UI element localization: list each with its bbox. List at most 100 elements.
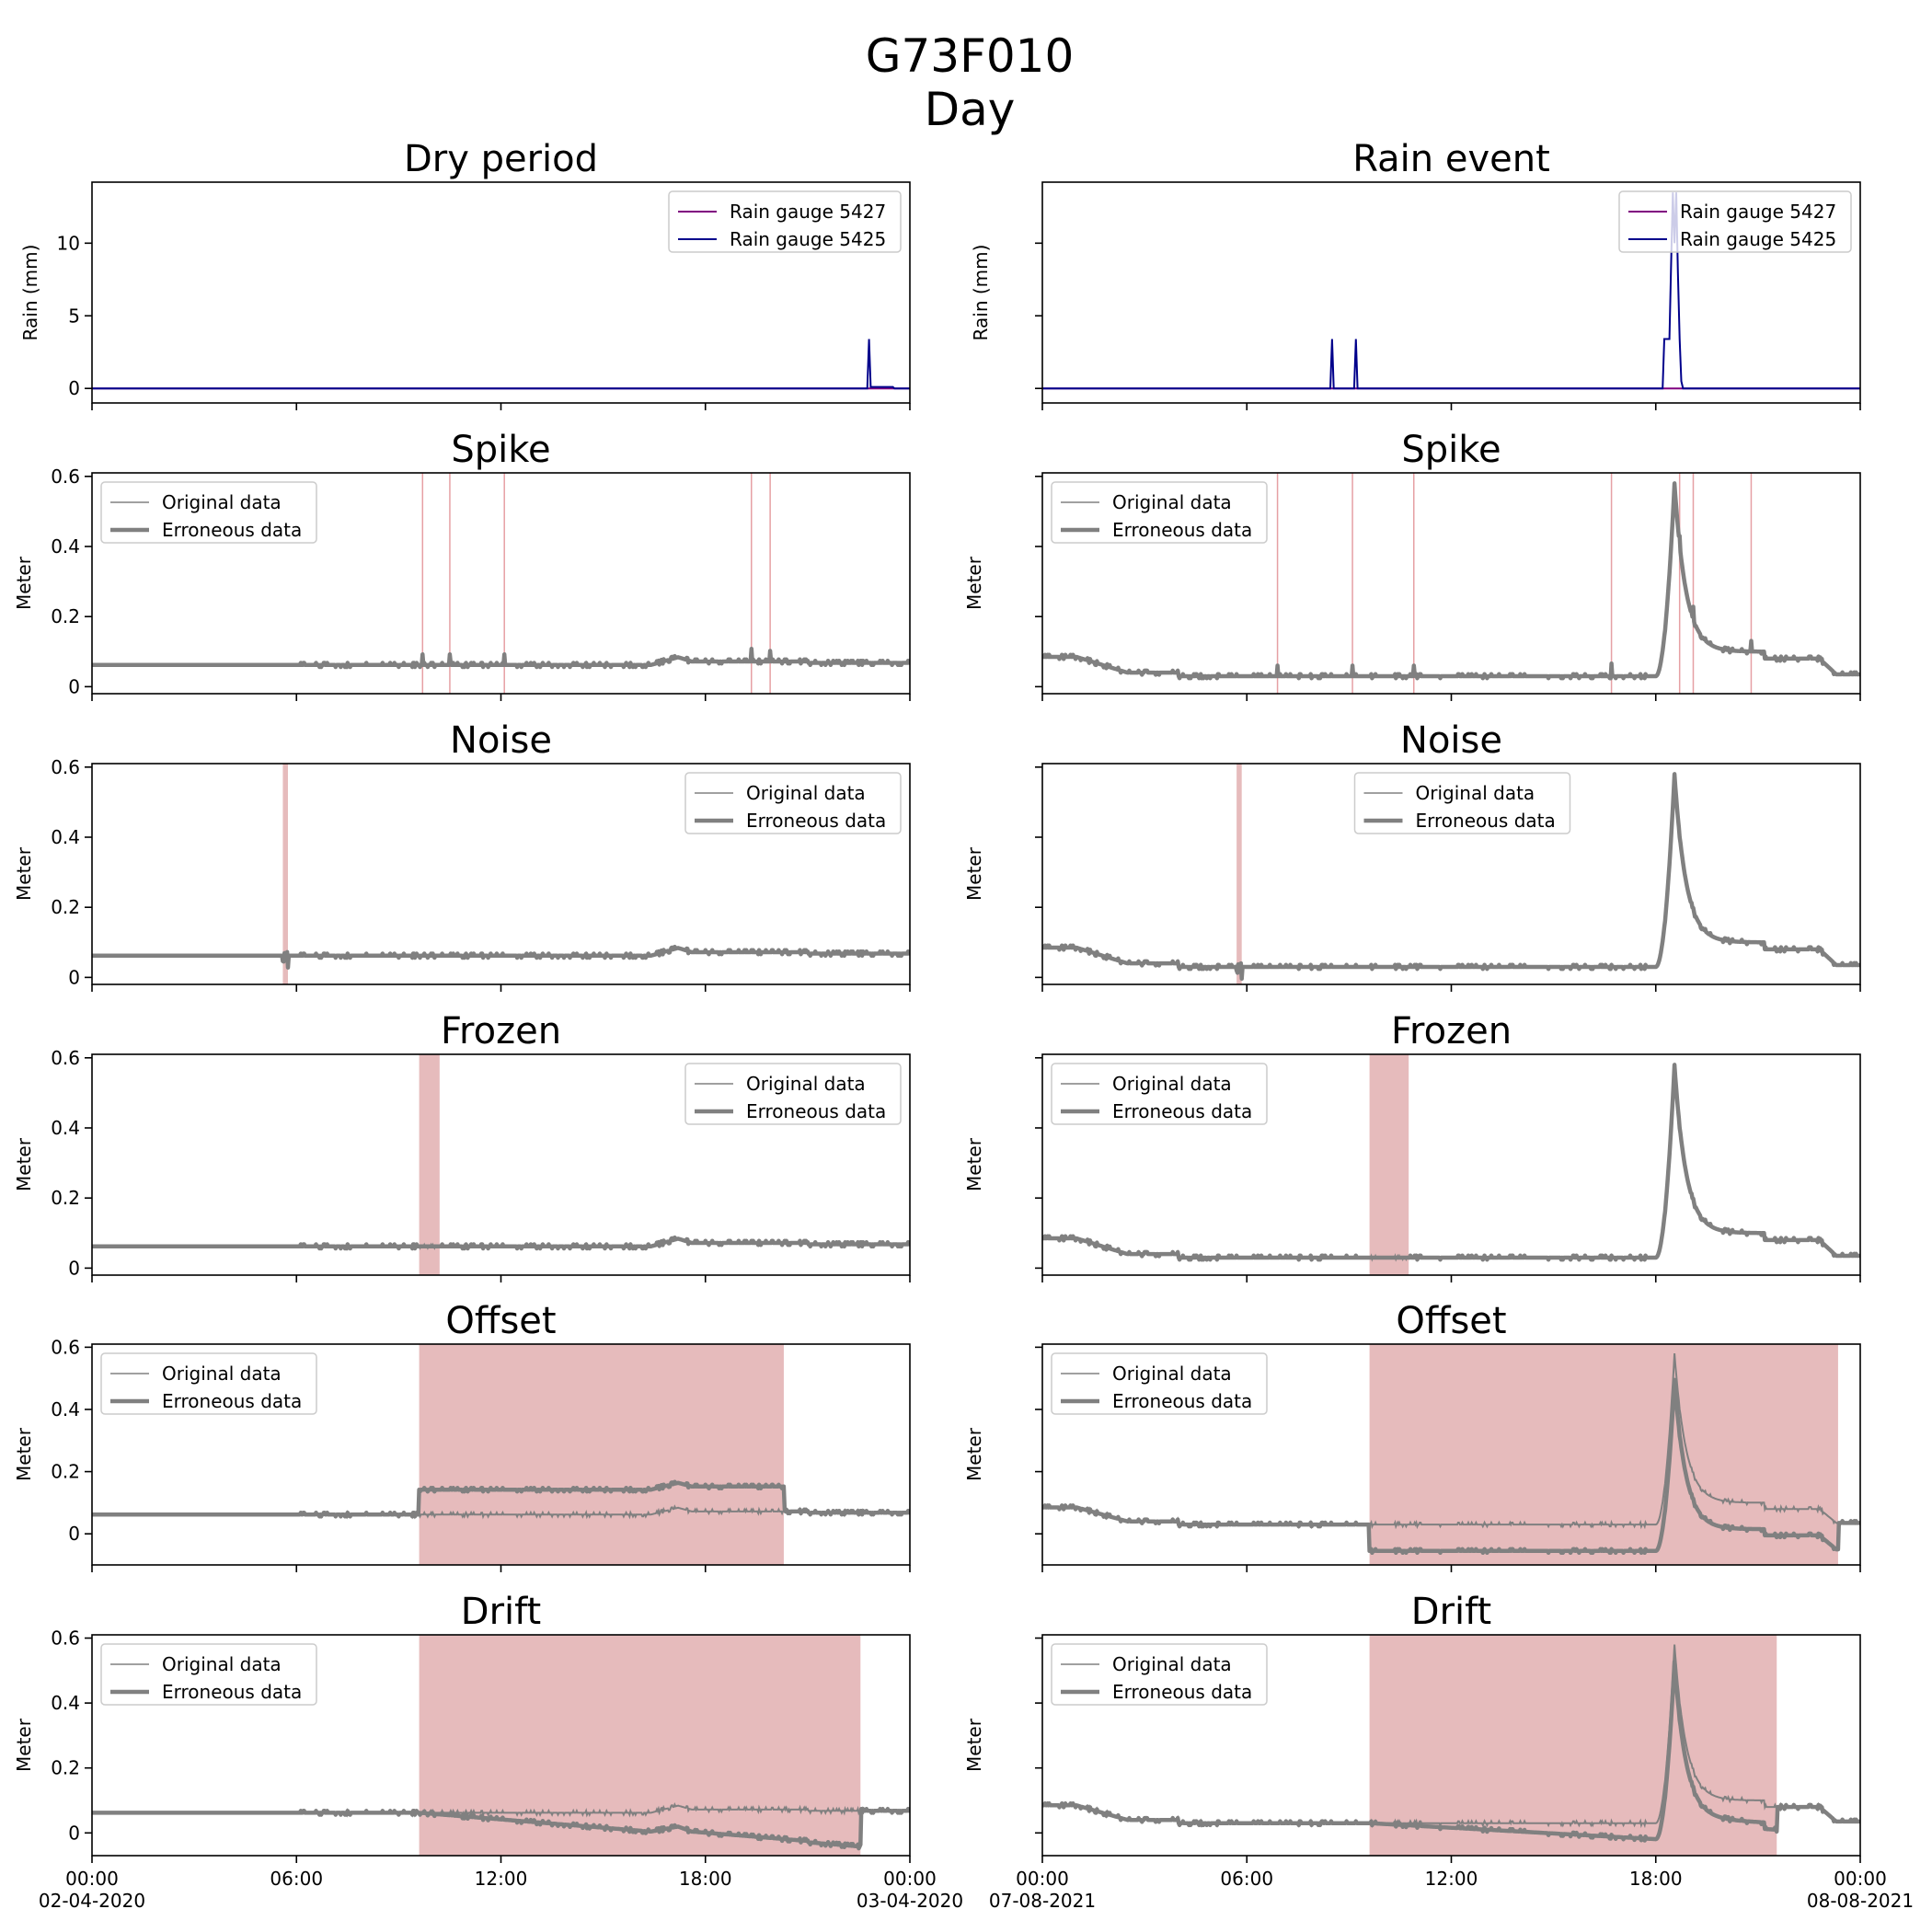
legend-label: Original data bbox=[1112, 1653, 1232, 1675]
original-data-line bbox=[1042, 1064, 1860, 1262]
legend-label: Erroneous data bbox=[1112, 1681, 1252, 1703]
legend-box bbox=[668, 190, 902, 253]
legend-box bbox=[1051, 481, 1268, 544]
legend-label: Erroneous data bbox=[1112, 1390, 1252, 1412]
y-tick-label: 0.4 bbox=[51, 1692, 80, 1714]
y-tick-label: 0 bbox=[68, 1257, 80, 1279]
legend-label: Erroneous data bbox=[746, 1100, 886, 1122]
panel-5-col-1: Offset 0 0.2 0.4 0.6 Meter Original data Errone… bbox=[13, 1300, 911, 1572]
legend-label: Erroneous data bbox=[162, 1681, 302, 1703]
legend-label: Erroneous data bbox=[1112, 1100, 1252, 1122]
legend-label: Original data bbox=[1112, 1363, 1232, 1385]
legend-label: Erroneous data bbox=[746, 810, 886, 832]
panel-title: Rain event bbox=[1352, 138, 1550, 180]
legend-label: Original data bbox=[1112, 1073, 1232, 1095]
panel-2-col-2: Spike Meter Original data Erroneous data bbox=[963, 429, 1861, 701]
figure-title-line2: Day bbox=[925, 83, 1016, 136]
x-tick-label: 06:00 bbox=[1220, 1868, 1273, 1890]
plot-area bbox=[1042, 481, 1860, 681]
x-tick-label: 00:00 bbox=[883, 1868, 937, 1890]
panel-title: Offset bbox=[445, 1300, 556, 1342]
y-tick-label: 0 bbox=[68, 966, 80, 988]
y-tick-label: 0.4 bbox=[51, 826, 80, 848]
anomaly-span bbox=[1369, 1344, 1838, 1565]
y-tick-label: 0.2 bbox=[51, 1757, 80, 1779]
x-tick-label: 00:00 bbox=[65, 1868, 119, 1890]
legend-box bbox=[1353, 772, 1571, 834]
x-date-label: 02-04-2020 bbox=[39, 1890, 145, 1912]
legend-label: Erroneous data bbox=[162, 519, 302, 541]
panel-title: Dry period bbox=[404, 138, 598, 180]
panel-4-col-1: Frozen 0 0.2 0.4 0.6 Meter Original data Errone… bbox=[13, 1010, 911, 1282]
y-axis-label: Meter bbox=[13, 846, 35, 901]
legend: Rain gauge 5427 Rain gauge 5425 bbox=[1618, 190, 1852, 253]
anomaly-span bbox=[419, 1635, 861, 1856]
plot-area bbox=[92, 1235, 910, 1251]
y-axis-label: Meter bbox=[963, 1427, 985, 1481]
legend-label: Erroneous data bbox=[1112, 519, 1252, 541]
plot-area bbox=[1042, 1063, 1860, 1262]
panel-title: Spike bbox=[451, 429, 550, 471]
y-axis-label: Meter bbox=[963, 1137, 985, 1191]
panel-title: Drift bbox=[1411, 1591, 1491, 1633]
erroneous-data-line bbox=[1042, 1377, 1860, 1556]
erroneous-data-line bbox=[92, 1806, 910, 1851]
legend-label: Erroneous data bbox=[1416, 810, 1556, 832]
y-tick-label: 0.2 bbox=[51, 1187, 80, 1209]
panel-title: Noise bbox=[450, 719, 552, 762]
erroneous-data-line bbox=[92, 944, 910, 970]
legend-box bbox=[100, 1352, 317, 1415]
erroneous-data-line bbox=[1042, 1659, 1860, 1843]
legend: Original data Erroneous data bbox=[1353, 772, 1571, 834]
legend-label: Original data bbox=[162, 1653, 282, 1675]
x-tick-label: 12:00 bbox=[1425, 1868, 1478, 1890]
legend-label: Original data bbox=[746, 1073, 866, 1095]
original-data-line bbox=[1042, 774, 1860, 972]
rain-series-2 bbox=[1042, 192, 1860, 390]
y-tick-label: 0.4 bbox=[51, 1398, 80, 1420]
legend: Original data Erroneous data bbox=[1051, 1643, 1268, 1706]
y-axis-label: Meter bbox=[963, 556, 985, 610]
panel-3-col-1: Noise 0 0.2 0.4 0.6 Meter Original data Erroneo… bbox=[13, 719, 911, 992]
x-date-label: 07-08-2021 bbox=[989, 1890, 1096, 1912]
legend-label: Original data bbox=[1112, 491, 1232, 513]
anomaly-span bbox=[419, 1054, 440, 1275]
legend-box bbox=[1051, 1643, 1268, 1706]
panel-title: Noise bbox=[1400, 719, 1502, 762]
panel-title: Drift bbox=[461, 1591, 541, 1633]
panel-title: Spike bbox=[1401, 429, 1501, 471]
anomaly-span bbox=[1236, 764, 1242, 984]
y-tick-label: 0.2 bbox=[51, 605, 80, 627]
x-tick-label: 00:00 bbox=[1016, 1868, 1069, 1890]
legend: Original data Erroneous data bbox=[684, 1063, 902, 1125]
legend-label: Rain gauge 5425 bbox=[1680, 228, 1836, 250]
y-tick-label: 5 bbox=[68, 305, 80, 327]
legend-label: Rain gauge 5425 bbox=[730, 228, 886, 250]
legend: Original data Erroneous data bbox=[100, 1643, 317, 1706]
legend: Original data Erroneous data bbox=[1051, 481, 1268, 544]
original-data-line bbox=[92, 654, 910, 670]
y-axis-label: Rain (mm) bbox=[970, 245, 992, 341]
y-axis-label: Meter bbox=[963, 1718, 985, 1772]
y-tick-label: 0.4 bbox=[51, 535, 80, 558]
legend-box bbox=[1051, 1352, 1268, 1415]
y-tick-label: 10 bbox=[57, 232, 80, 254]
plot-area bbox=[92, 646, 910, 670]
legend: Original data Erroneous data bbox=[1051, 1063, 1268, 1125]
anomaly-span bbox=[1369, 1635, 1777, 1856]
legend: Rain gauge 5427 Rain gauge 5425 bbox=[668, 190, 902, 253]
panel-6-col-1: Drift00.20.40.6Meter00:0002-04-202006:00… bbox=[13, 1591, 963, 1912]
plot-area bbox=[1042, 192, 1860, 390]
y-tick-label: 0.2 bbox=[51, 1461, 80, 1483]
x-date-label: 08-08-2021 bbox=[1807, 1890, 1914, 1912]
legend: Original data Erroneous data bbox=[684, 772, 902, 834]
y-tick-label: 0 bbox=[68, 1523, 80, 1545]
original-data-line bbox=[1042, 483, 1860, 681]
plot-area bbox=[92, 339, 910, 390]
plot-area bbox=[92, 1479, 910, 1520]
panels: Dry period 0 5 10 Rain (mm) Rain gauge 5427Ra… bbox=[13, 138, 1914, 1912]
panel-5-col-2: Offset Meter Original data Erroneous data bbox=[963, 1300, 1861, 1572]
